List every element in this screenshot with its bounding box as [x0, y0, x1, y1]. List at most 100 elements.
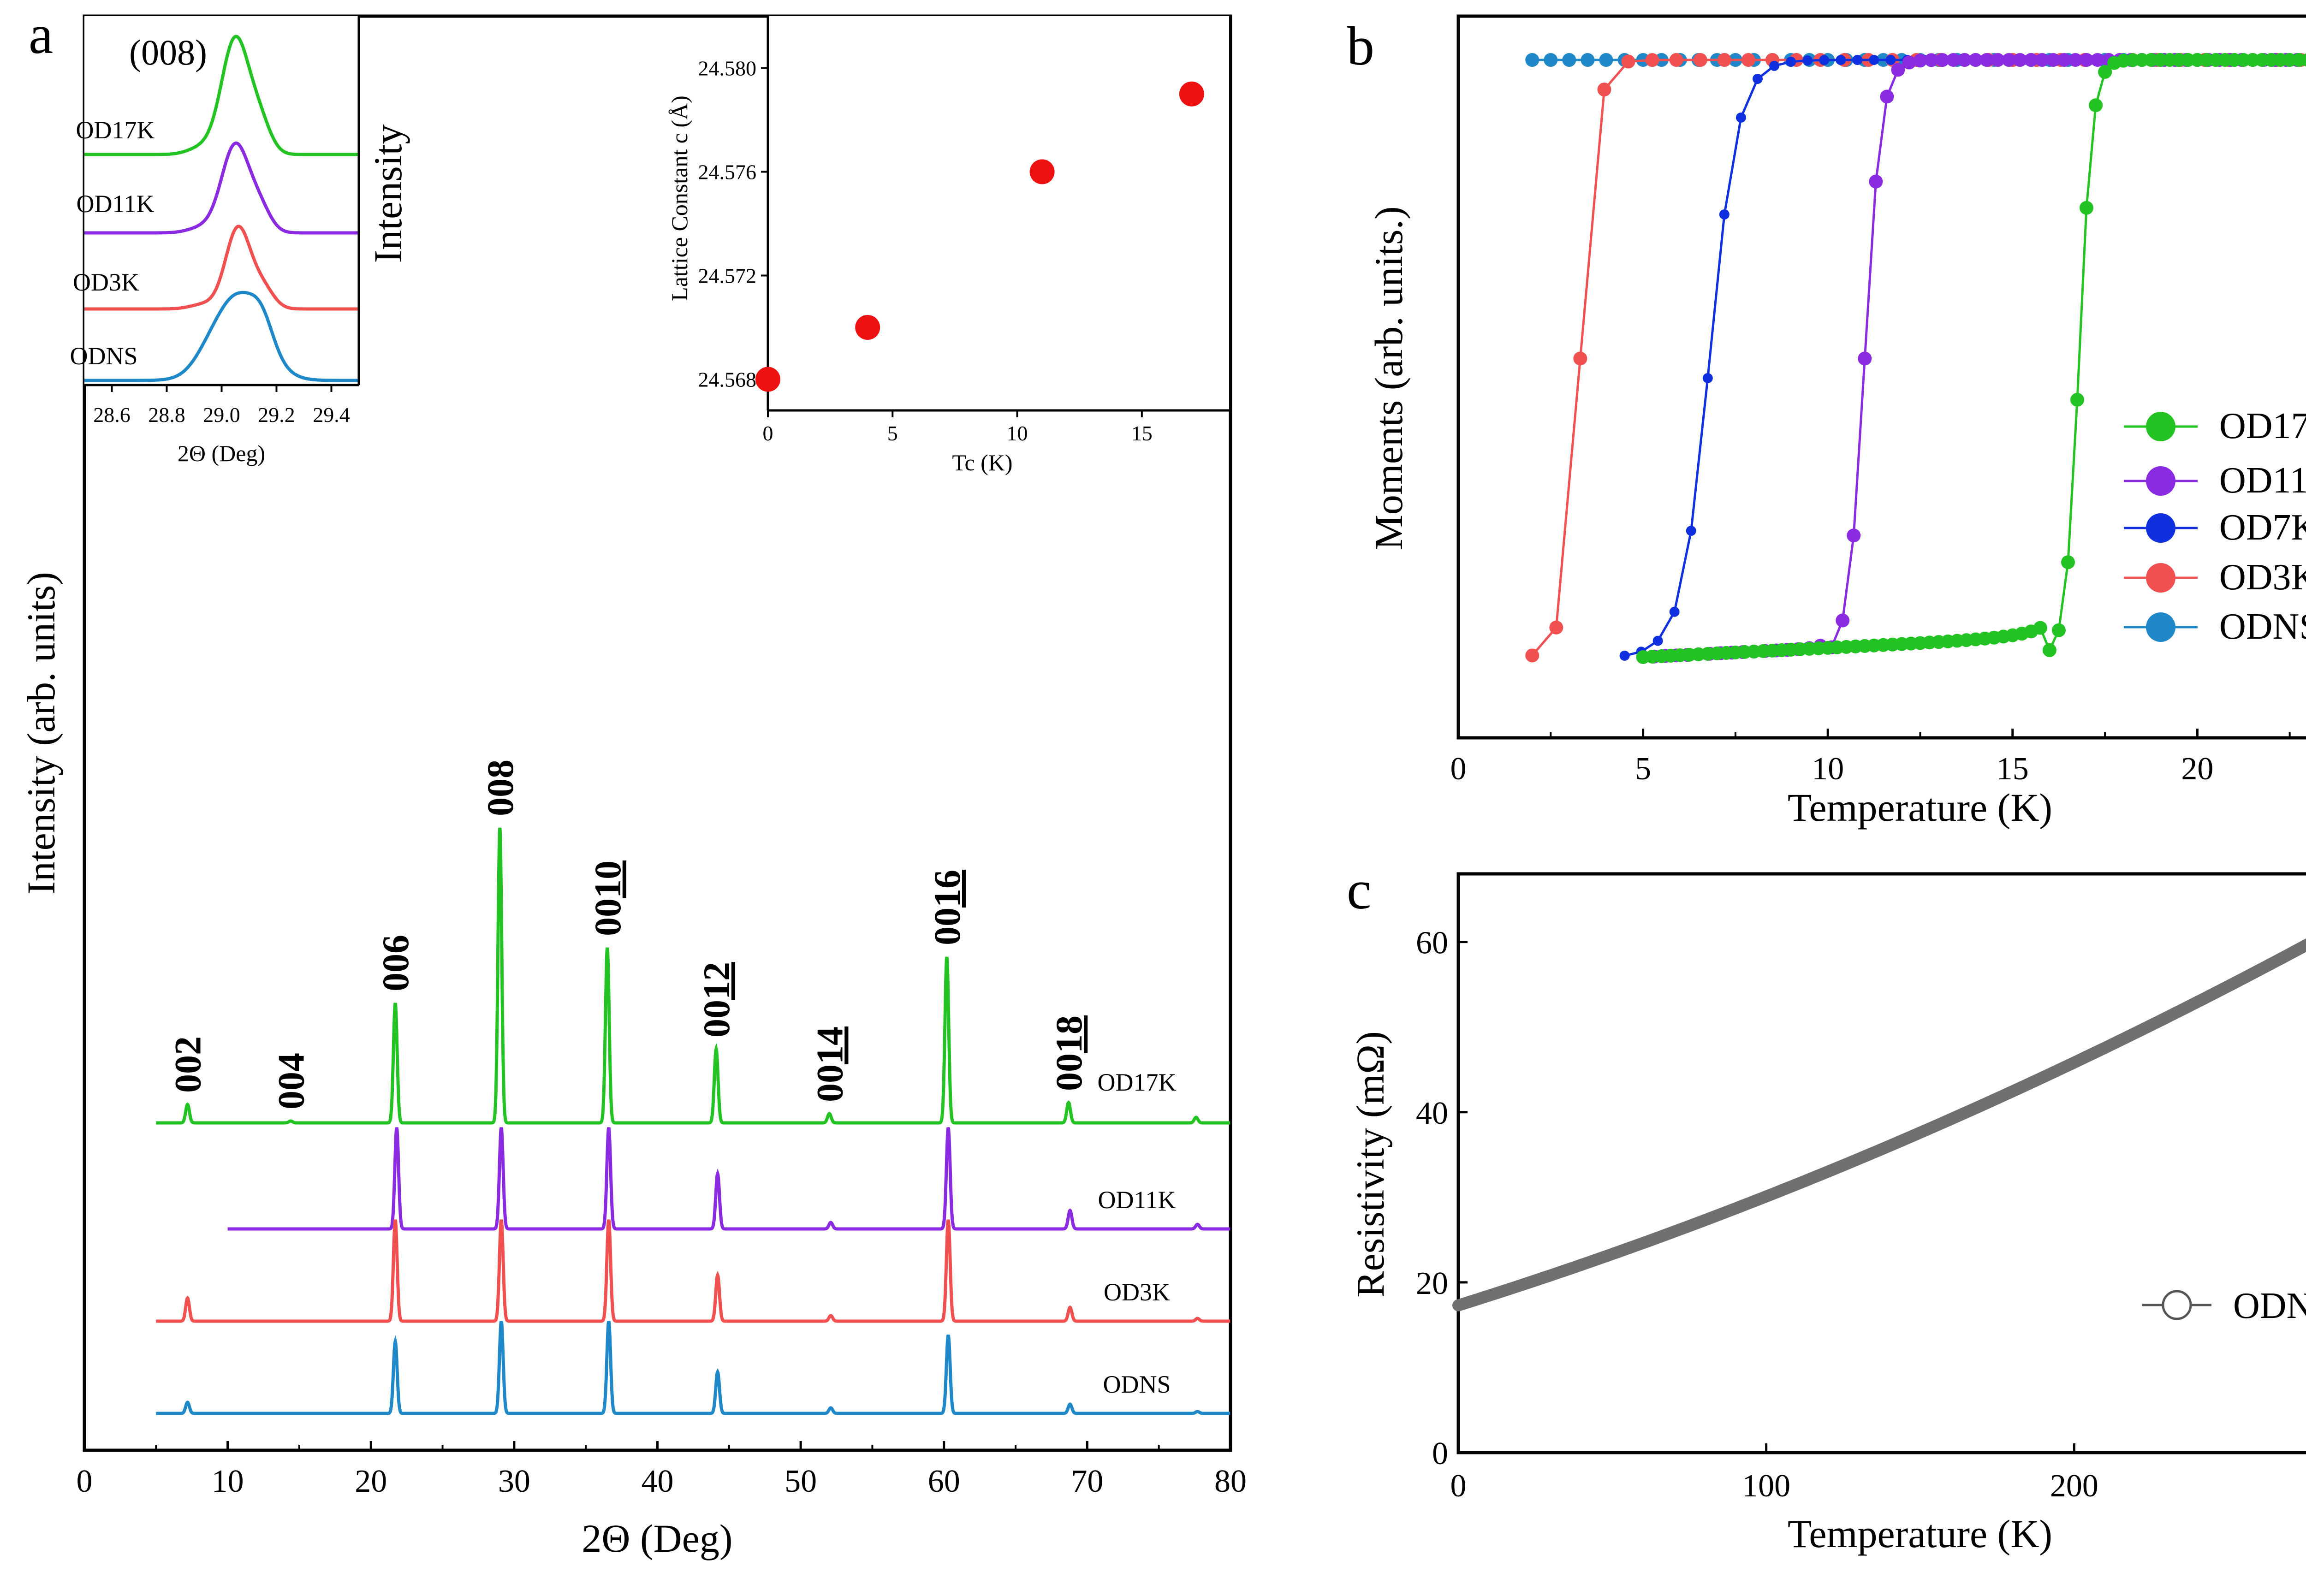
b-x-tick-label: 10 [1812, 751, 1844, 787]
peak-label-underlined: 10 [587, 860, 629, 898]
peak-label-0010: 0010 [587, 860, 629, 936]
moment-point [1913, 53, 1927, 68]
lattice-y-tick-label: 24.568 [698, 368, 757, 392]
inset-sample-label-od11k: OD11K [77, 190, 155, 218]
xrd-trace-odns [156, 1321, 1230, 1415]
legend-marker-od17k [2146, 412, 2175, 441]
inset-trace-od11k [84, 141, 358, 235]
inset-lattice: 0 5 10 15 24.568 24.572 24.576 24.580 Tc (K) La… [666, 16, 1229, 475]
inset-x-tick-label: 28.8 [148, 403, 185, 427]
x-tick-label: 80 [1214, 1464, 1247, 1499]
moment-point [2013, 53, 2027, 67]
moment-point [1968, 53, 1983, 67]
peak-label-prefix: 00 [695, 1000, 737, 1038]
x-tick-label: 40 [642, 1464, 674, 1499]
moment-point [1573, 351, 1587, 366]
peak-label-prefix: 00 [587, 898, 629, 936]
peak-label-0018: 0018 [1048, 1015, 1090, 1091]
x-tick-label: 10 [212, 1464, 244, 1499]
panel-c-xlabel: Temperature (K) [1788, 1512, 2052, 1556]
moment-trace-od17k [1643, 59, 2306, 659]
x-tick-label: 20 [355, 1464, 387, 1499]
legend-label-od11k: OD11K [2219, 460, 2306, 501]
moment-point [1836, 55, 1846, 65]
moment-point [1693, 53, 1707, 67]
lattice-point [755, 367, 780, 392]
moment-point [1752, 73, 1763, 84]
lattice-y-tick-label: 24.576 [698, 160, 757, 184]
lattice-x-tick-label: 0 [763, 421, 773, 445]
moment-point [1880, 89, 1894, 104]
sample-label-od17k: OD17K [1098, 1068, 1177, 1096]
peak-label-prefix: 00 [926, 908, 968, 945]
panel-c-ylabel: Resistivity (mΩ) [1348, 1031, 1392, 1298]
moment-point [1924, 53, 1938, 67]
panel-c: 01002003000204060 ODNS Temperature (K) R… [1348, 872, 2306, 1556]
panel-b-frame [1456, 14, 2306, 740]
inset-sample-label-od3k: OD3K [73, 268, 139, 296]
lattice-point [1029, 159, 1055, 184]
peak-label-0014: 0014 [808, 1026, 850, 1102]
xrd-trace-od17k [156, 827, 1230, 1125]
c-y-tick-label: 40 [1416, 1096, 1448, 1131]
lattice-x-tick-label: 10 [1007, 421, 1028, 445]
moment-point [2068, 53, 2083, 67]
inset-x-tick-label: 28.6 [93, 403, 131, 427]
b-x-tick-label: 15 [1997, 751, 2029, 787]
sample-label-od11k: OD11K [1098, 1186, 1176, 1214]
panel-c-legend: ODNS [2142, 1286, 2306, 1326]
moment-point [2024, 53, 2038, 67]
moment-point [1891, 63, 1905, 77]
inset-lattice-ticks: 0 5 10 15 24.568 24.572 24.576 24.580 [698, 57, 1153, 445]
lattice-y-tick-label: 24.572 [698, 264, 757, 288]
panel-b-ticks: 0510152025 [1450, 729, 2291, 787]
peak-label-underlined: 16 [926, 870, 968, 908]
peak-label-prefix: 00 [808, 1064, 850, 1102]
lattice-x-tick-label: 15 [1131, 421, 1153, 445]
inset-x-tick-label: 29.0 [203, 403, 240, 427]
c-y-tick-label: 0 [1432, 1436, 1448, 1471]
moment-point [1836, 613, 1850, 628]
legend-label-od17k: OD17K [2219, 406, 2306, 446]
moment-point [1847, 528, 1861, 543]
moment-point [2098, 65, 2112, 79]
b-x-tick-label: 20 [2181, 751, 2213, 787]
moment-point [1544, 53, 1558, 67]
moment-point [2301, 53, 2306, 67]
c-y-tick-label: 60 [1416, 926, 1448, 961]
moment-point [1991, 53, 2005, 67]
moment-point [1597, 83, 1611, 97]
sample-label-odns: ODNS [1103, 1371, 1171, 1398]
moment-point [2033, 621, 2047, 635]
peak-label-prefix: 00 [1048, 1053, 1090, 1091]
moment-point [1979, 53, 1994, 67]
moment-point [2061, 555, 2075, 570]
legend-marker-od7k [2146, 513, 2175, 543]
lattice-y-tick-label: 24.580 [698, 57, 757, 80]
peak-label-0016: 0016 [926, 870, 968, 945]
moment-point [1599, 53, 1613, 67]
inset-sample-label-od17k: OD17K [76, 116, 155, 144]
inset-008-ticks: 28.6 28.8 29.0 29.2 29.4 [93, 385, 350, 427]
moment-point [1719, 209, 1730, 220]
moment-point [1802, 55, 1813, 66]
moment-point [1902, 55, 1916, 70]
moment-point [1525, 648, 1539, 663]
inset-sample-label-odns: ODNS [70, 342, 137, 370]
moment-point [2080, 201, 2094, 215]
c-x-tick-label: 100 [1742, 1468, 1790, 1504]
legend-label-od3k: OD3K [2219, 557, 2306, 598]
inset-008-xlabel: 2Θ (Deg) [178, 440, 265, 466]
moment-point [1652, 635, 1663, 646]
moment-point [1819, 55, 1830, 65]
moment-point [2091, 53, 2105, 67]
moment-point [1946, 53, 1961, 67]
peak-label-008: 008 [479, 759, 521, 816]
panel-b-legend: OD17K OD11K OD7K OD3K ODNS [2124, 406, 2306, 647]
moment-point [1562, 53, 1576, 67]
sample-label-od3k: OD3K [1104, 1278, 1170, 1306]
xrd-series [156, 827, 1230, 1415]
